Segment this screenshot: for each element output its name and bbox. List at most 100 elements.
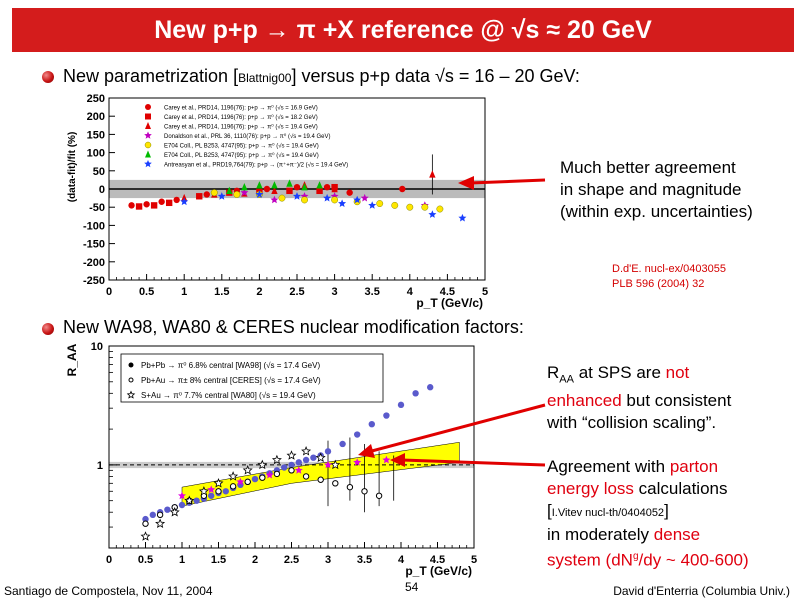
- data-point: [140, 531, 151, 541]
- y-tick-label: -50: [89, 202, 105, 214]
- legend-entry: Carey et al., PRD14, 1196(76): p+p → π⁰ …: [164, 105, 318, 112]
- raa-red-not: not: [665, 363, 690, 382]
- data-point: [142, 520, 149, 527]
- data-point: [286, 450, 297, 460]
- data-point: [236, 477, 245, 486]
- legend-marker: [128, 377, 134, 383]
- data-point: [256, 181, 263, 189]
- data-point: [315, 452, 326, 462]
- data-point: [228, 471, 239, 481]
- y-tick-label: 10: [91, 341, 103, 353]
- data-point: [301, 446, 312, 456]
- bullet-1-pre: New parametrization [: [63, 66, 239, 86]
- data-point: [263, 185, 271, 193]
- legend-marker: [128, 362, 134, 368]
- raa-text: at SPS are: [573, 363, 666, 382]
- y-tick-label: -150: [83, 239, 105, 251]
- y-tick-label: 100: [87, 148, 105, 160]
- data-point: [332, 480, 339, 487]
- system-red-2: /dy ~ 400-600): [638, 550, 749, 570]
- data-point: [213, 478, 224, 488]
- y-tick-label: 150: [87, 129, 105, 141]
- legend-entry: S+Au → π⁰ 7.7% central [WA80] (√s = 19.4…: [141, 391, 316, 400]
- legend-entry: E704 Coll., PL B253, 4747(95): p+p → π⁰ …: [164, 152, 319, 159]
- data-point: [128, 202, 135, 209]
- data-point: [184, 495, 195, 505]
- data-point: [429, 170, 436, 178]
- legend-marker: [126, 390, 136, 399]
- x-tick-label: 0: [106, 286, 112, 298]
- data-point: [399, 185, 406, 193]
- arrow-3: [401, 458, 546, 467]
- legend-entry: E704 Coll., PL B253, 4747(95): p+p → π⁰ …: [164, 143, 319, 150]
- data-point: [293, 183, 301, 191]
- x-tick-label: 1: [181, 286, 187, 298]
- legend-marker: [144, 160, 152, 168]
- data-point: [353, 195, 362, 204]
- data-point: [251, 475, 259, 483]
- data-point: [208, 492, 215, 499]
- data-point: [421, 203, 429, 211]
- data-point: [294, 466, 303, 474]
- data-point: [217, 192, 226, 200]
- raa-text-3: with “collision scaling”.: [547, 413, 717, 433]
- data-point: [143, 201, 150, 208]
- citation: Blattnig00: [238, 71, 292, 85]
- parton-red: parton: [669, 457, 719, 476]
- data-point: [271, 454, 282, 465]
- data-point: [436, 205, 444, 213]
- data-point: [428, 210, 437, 218]
- y-tick-label: -100: [83, 220, 105, 232]
- data-point: [271, 181, 278, 189]
- legend-box: [120, 353, 384, 403]
- data-point: [302, 473, 310, 480]
- legend-entry: Donaldson et al., PRL 36, 1110(76): p+p …: [164, 133, 330, 140]
- data-point: [346, 483, 354, 491]
- arrow-1-head: [458, 176, 474, 190]
- data-point: [353, 458, 362, 466]
- page-number: 54: [405, 580, 419, 594]
- data-point: [270, 195, 279, 204]
- data-point: [302, 456, 310, 464]
- data-point: [156, 511, 164, 519]
- y-tick-label: 50: [93, 166, 105, 178]
- data-point: [338, 199, 347, 207]
- legend-marker: [145, 104, 151, 110]
- legend-marker: [144, 131, 152, 139]
- x-tick-label: 2.5: [289, 286, 304, 298]
- y-tick-label: 250: [87, 93, 105, 105]
- x-tick-label: 4: [407, 286, 414, 298]
- legend-entry: Pb+Pb → π⁰ 6.8% central [WA98] (√s = 17.…: [141, 361, 320, 370]
- data-point: [265, 470, 274, 479]
- data-point: [301, 182, 308, 191]
- data-point: [233, 191, 241, 198]
- data-point: [226, 186, 233, 195]
- bullet-2: New WA98, WA80 & CERES nuclear modificat…: [63, 317, 524, 337]
- data-point: [391, 201, 399, 209]
- parton-text: Agreement with: [547, 457, 670, 476]
- reference-line: D.d'E. nucl-ex/0403055: [612, 263, 727, 275]
- data-point: [375, 492, 383, 499]
- x-tick-label: 5: [482, 286, 488, 298]
- data-point: [149, 511, 156, 519]
- x-tick-label: 1.5: [211, 554, 226, 566]
- bullet-icon: [42, 71, 54, 83]
- legend-entry: Antreasyan et al., PRD19,764(79): p+p → …: [164, 162, 348, 169]
- x-tick-label: 2.5: [284, 554, 299, 566]
- data-point: [382, 455, 391, 464]
- y-tick-label: 1: [97, 460, 103, 472]
- data-point: [196, 193, 203, 200]
- gluon-sup: g: [632, 551, 639, 562]
- x-tick-label: 3.5: [365, 286, 380, 298]
- y-tick-label: 200: [87, 111, 105, 123]
- data-point: [150, 202, 158, 209]
- data-point: [198, 486, 209, 496]
- arrow-2-head: [358, 444, 375, 458]
- data-point: [368, 201, 377, 209]
- data-point: [397, 401, 405, 409]
- raa-red-enhanced: enhanced: [547, 391, 622, 411]
- data-point: [458, 213, 467, 222]
- data-point: [169, 506, 180, 517]
- x-tick-label: 1.5: [214, 286, 229, 298]
- bullet-icon: [42, 323, 54, 335]
